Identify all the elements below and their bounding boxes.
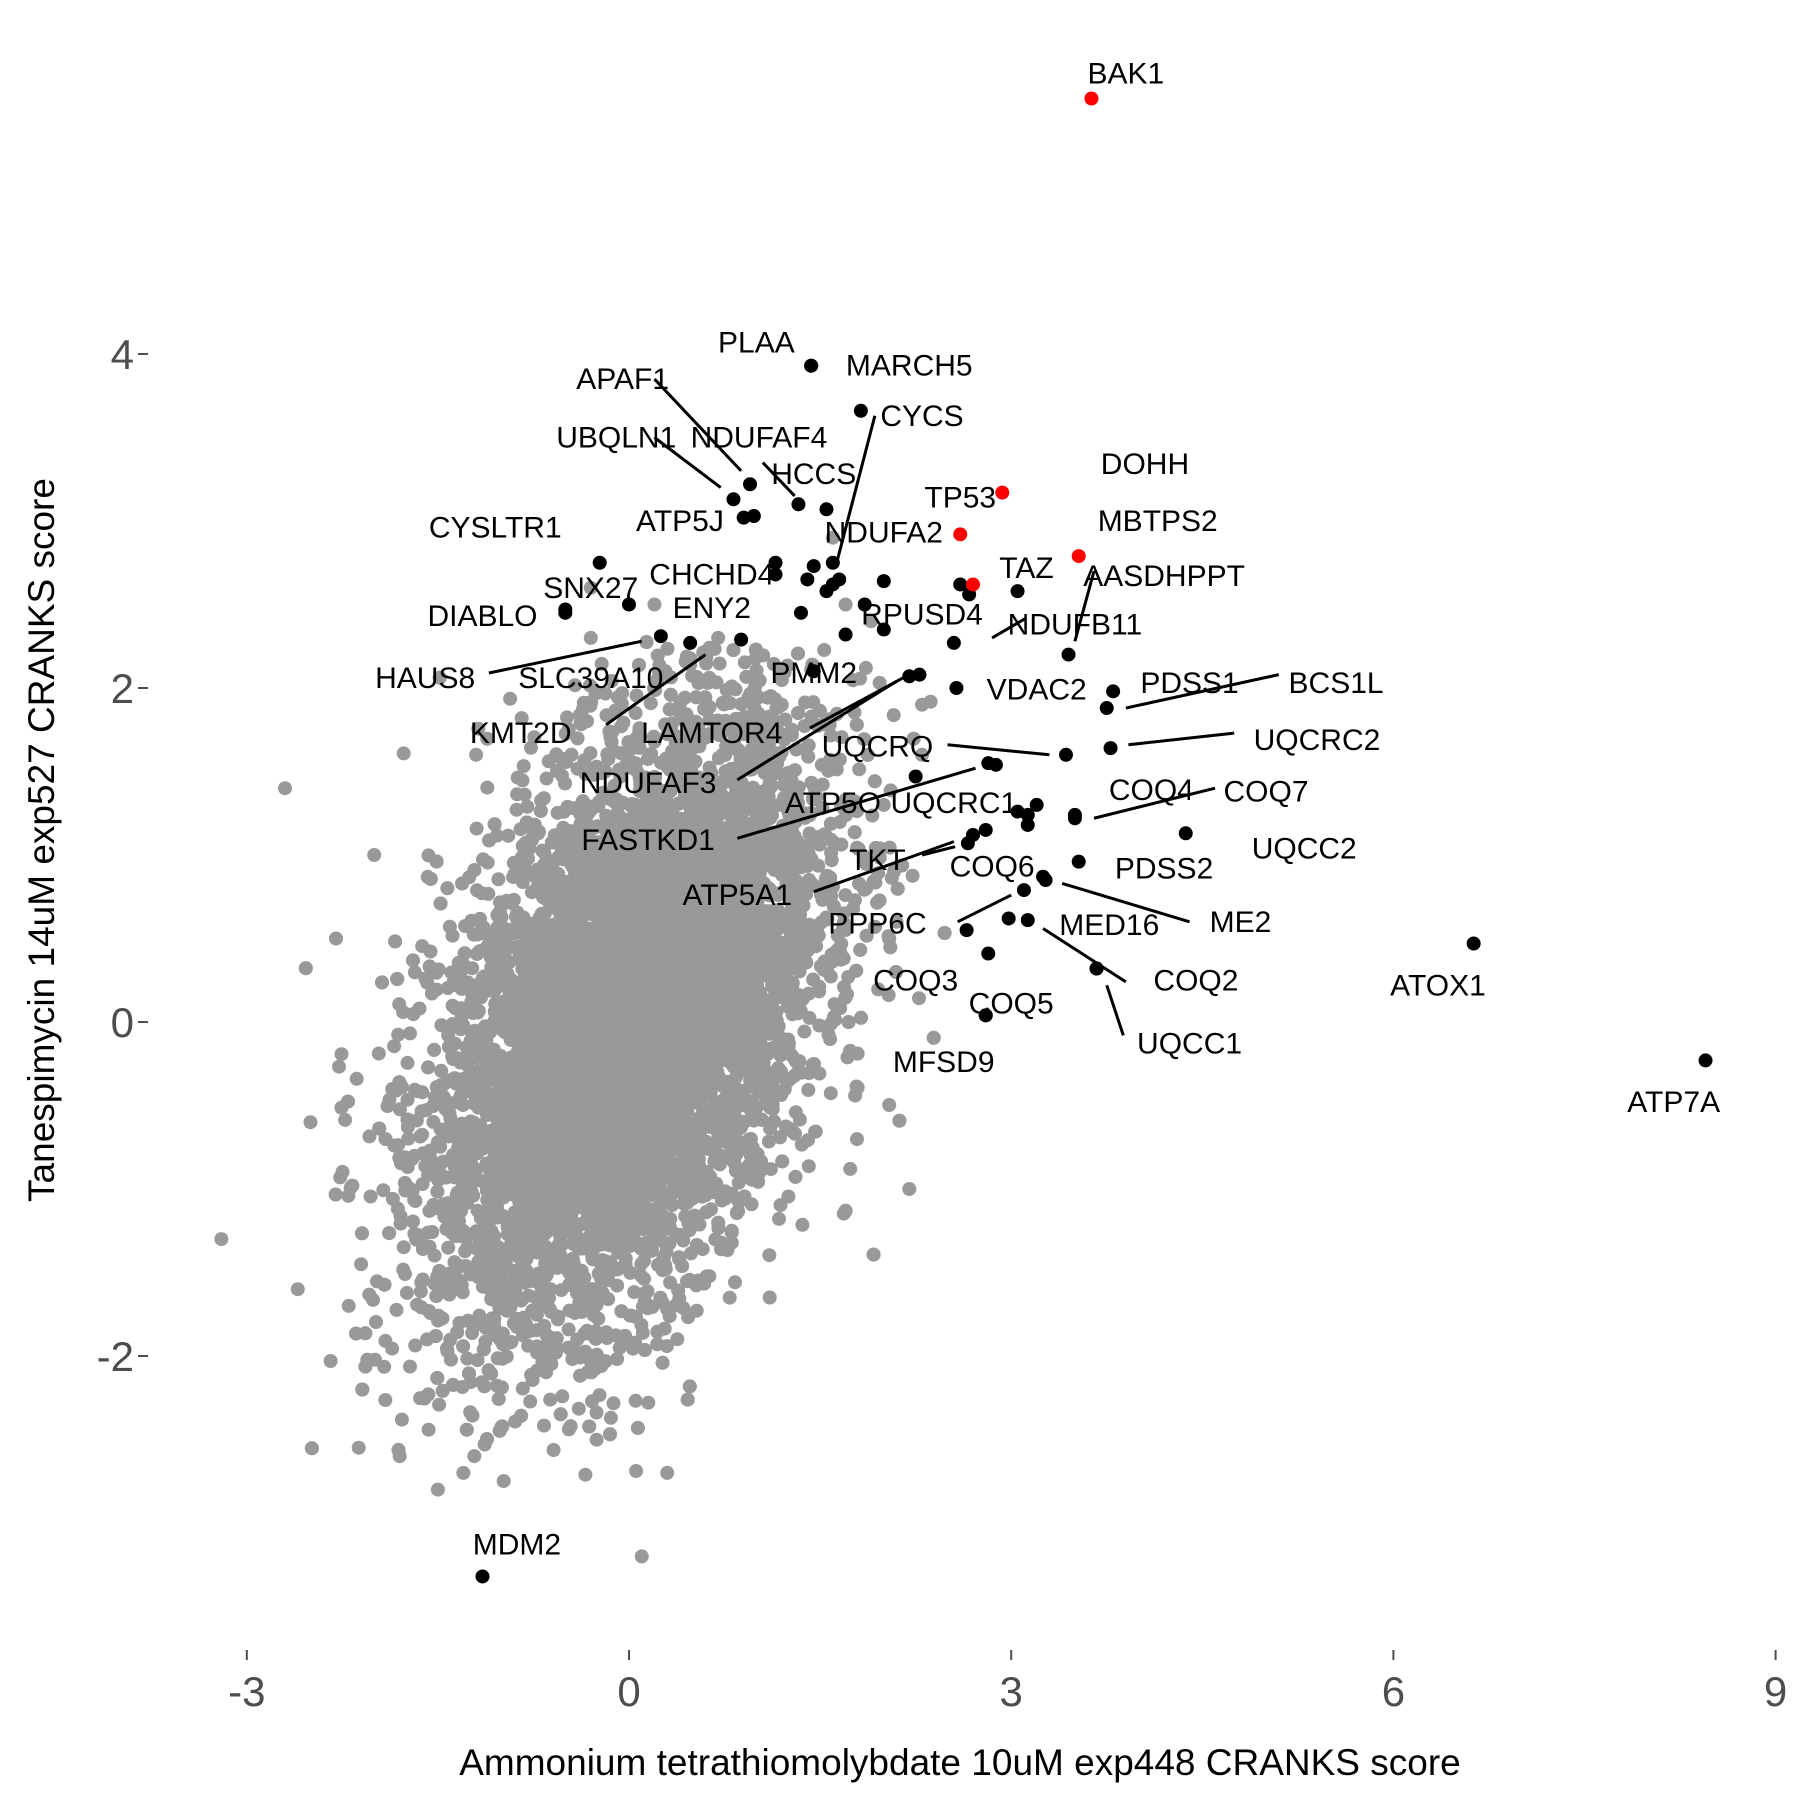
background-point: [763, 1162, 778, 1177]
background-point: [515, 1381, 530, 1396]
background-point: [378, 1333, 393, 1348]
background-point: [389, 1302, 404, 1317]
background-point: [871, 982, 886, 997]
background-point: [778, 712, 793, 727]
background-point: [834, 730, 849, 745]
background-point: [823, 1086, 838, 1101]
background-point: [788, 763, 802, 778]
background-point: [812, 837, 827, 852]
background-point: [773, 1198, 788, 1213]
background-point: [509, 802, 524, 817]
background-point: [351, 1440, 366, 1455]
background-point: [338, 1112, 353, 1127]
background-point: [852, 762, 867, 777]
background-point: [795, 1217, 810, 1232]
background-point: [503, 691, 518, 706]
background-point: [421, 1422, 436, 1437]
background-point: [884, 871, 899, 885]
background-point: [634, 1318, 649, 1332]
background-points: [214, 530, 952, 1564]
background-point: [469, 821, 484, 836]
background-point: [432, 1397, 447, 1412]
background-point: [408, 1338, 423, 1353]
background-point: [363, 1189, 378, 1204]
background-point: [817, 643, 832, 657]
background-point: [626, 1341, 640, 1356]
background-point: [670, 1332, 685, 1347]
background-point: [585, 1394, 599, 1409]
background-point: [378, 1393, 393, 1407]
background-point: [376, 1183, 391, 1198]
background-point: [349, 1071, 364, 1086]
background-point: [872, 675, 887, 690]
background-point: [369, 1315, 383, 1329]
background-point: [712, 656, 727, 671]
background-point: [394, 1412, 409, 1427]
background-point: [882, 1098, 897, 1112]
background-point: [480, 780, 495, 795]
background-point: [801, 1159, 816, 1174]
background-point: [629, 1464, 644, 1478]
background-point: [371, 1046, 386, 1061]
background-point: [415, 939, 430, 954]
background-point: [403, 1026, 417, 1041]
background-point: [722, 1290, 737, 1305]
background-point: [905, 868, 920, 883]
background-point: [514, 1293, 529, 1308]
background-point: [850, 1132, 864, 1147]
background-point: [334, 1047, 349, 1062]
background-point: [847, 893, 862, 908]
background-point: [523, 1394, 538, 1409]
background-point: [641, 1395, 656, 1410]
background-point: [467, 1449, 482, 1464]
background-point: [491, 872, 506, 887]
background-point: [761, 1134, 776, 1149]
background-point: [571, 1401, 586, 1416]
background-point: [539, 771, 554, 786]
background-point: [578, 1467, 593, 1482]
background-point: [546, 1443, 561, 1457]
background-point: [603, 1410, 618, 1425]
background-point: [728, 1275, 742, 1290]
background-point: [399, 1285, 414, 1300]
background-point: [441, 1240, 456, 1255]
background-point: [801, 1083, 816, 1097]
